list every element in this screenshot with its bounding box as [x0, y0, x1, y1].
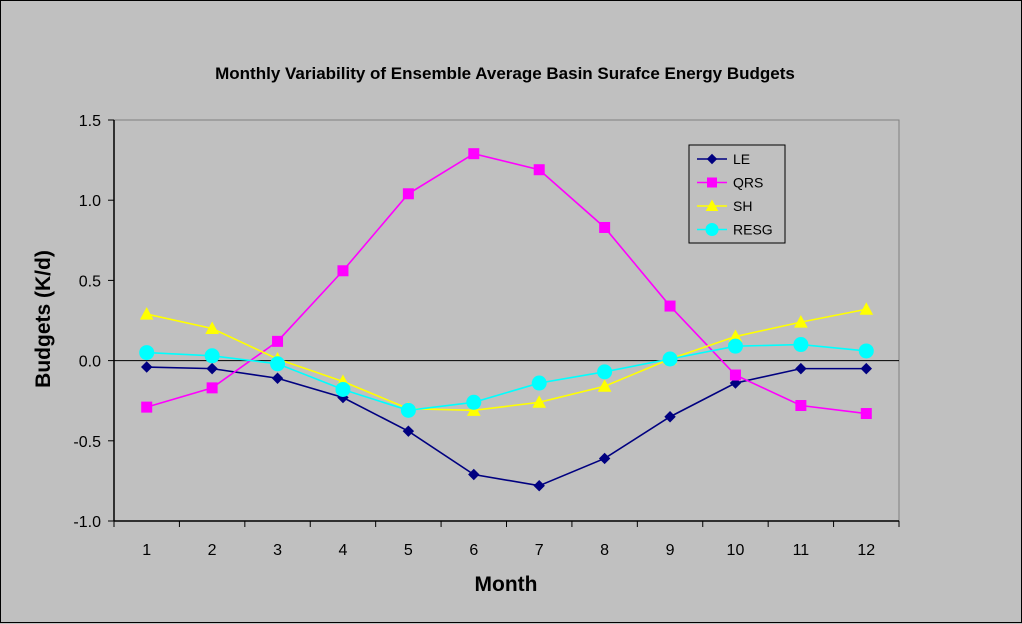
y-tick-label: 1.0	[79, 193, 101, 210]
data-point-resg	[335, 381, 351, 397]
x-tick-label: 9	[666, 542, 675, 559]
x-tick-label: 10	[727, 542, 745, 559]
data-point-le	[141, 361, 153, 373]
legend-label-resg: RESG	[733, 222, 773, 238]
data-point-resg	[727, 338, 743, 354]
data-point-le	[271, 372, 284, 384]
data-point-resg	[400, 402, 416, 418]
data-point-qrs	[402, 188, 414, 200]
data-point-sh	[205, 321, 219, 335]
series-line-sh	[146, 308, 867, 412]
data-point-resg	[204, 348, 220, 364]
y-tick-label: 0.5	[79, 273, 101, 290]
x-tick-label: 4	[339, 542, 348, 559]
data-point-qrs	[468, 148, 480, 160]
data-point-qrs	[533, 164, 545, 176]
data-point-le	[468, 468, 480, 481]
chart-title: Monthly Variability of Ensemble Average …	[215, 64, 795, 83]
data-point-resg	[531, 375, 547, 391]
y-tick-label: -0.5	[73, 434, 101, 451]
data-point-qrs	[729, 369, 741, 381]
legend-label-le: LE	[733, 151, 750, 167]
legend-marker-sh	[705, 199, 719, 211]
data-point-qrs	[599, 221, 611, 233]
data-point-sh	[466, 403, 481, 416]
data-point-qrs	[206, 382, 218, 394]
data-point-sh	[139, 307, 154, 320]
x-tick-label: 8	[600, 542, 609, 559]
data-point-resg	[270, 356, 286, 372]
data-point-qrs	[272, 335, 284, 347]
series-line-qrs	[146, 152, 867, 415]
data-point-resg	[597, 364, 613, 380]
y-tick-label: 1.5	[79, 113, 101, 130]
legend-marker-le	[706, 153, 718, 165]
legend-box	[688, 144, 786, 244]
data-point-le	[795, 362, 807, 375]
data-point-qrs	[337, 265, 349, 277]
data-point-resg	[858, 343, 874, 359]
x-axis-title: Month	[475, 573, 538, 596]
series-line-resg	[146, 343, 867, 412]
data-point-le	[598, 452, 611, 465]
x-tick-label: 11	[793, 542, 810, 559]
x-tick-label: 7	[535, 542, 544, 559]
legend-label-qrs: QRS	[733, 175, 763, 191]
data-point-sh	[859, 302, 874, 315]
data-point-resg	[662, 351, 678, 367]
data-point-le	[533, 480, 545, 492]
data-point-resg	[466, 394, 482, 410]
x-tick-label: 12	[857, 542, 875, 559]
x-tick-label: 5	[404, 542, 413, 559]
data-point-sh	[794, 315, 808, 328]
legend-label-sh: SH	[733, 198, 752, 214]
x-tick-label: 6	[469, 542, 478, 559]
y-axis-title: Budgets (K/d)	[32, 250, 55, 388]
data-point-le	[402, 425, 415, 437]
x-tick-label: 3	[273, 542, 282, 559]
data-point-qrs	[664, 300, 676, 312]
x-tick-label: 2	[208, 542, 217, 559]
x-tick-label: 1	[142, 542, 151, 559]
legend-marker-qrs	[707, 177, 717, 188]
y-tick-label: -1.0	[73, 514, 101, 531]
data-point-le	[664, 411, 676, 423]
data-point-le	[729, 377, 742, 389]
data-point-sh	[597, 379, 612, 392]
y-tick-label: 0.0	[79, 354, 101, 371]
legend-marker-resg	[705, 223, 719, 236]
legend: LE QRS SH RESG	[688, 144, 786, 244]
data-point-resg	[793, 337, 809, 353]
data-point-qrs	[795, 400, 807, 412]
data-point-le	[860, 362, 872, 375]
data-point-qrs	[141, 401, 153, 413]
data-point-le	[206, 362, 218, 375]
data-point-qrs	[860, 408, 872, 420]
data-point-sh	[532, 395, 547, 408]
data-point-resg	[139, 345, 155, 361]
